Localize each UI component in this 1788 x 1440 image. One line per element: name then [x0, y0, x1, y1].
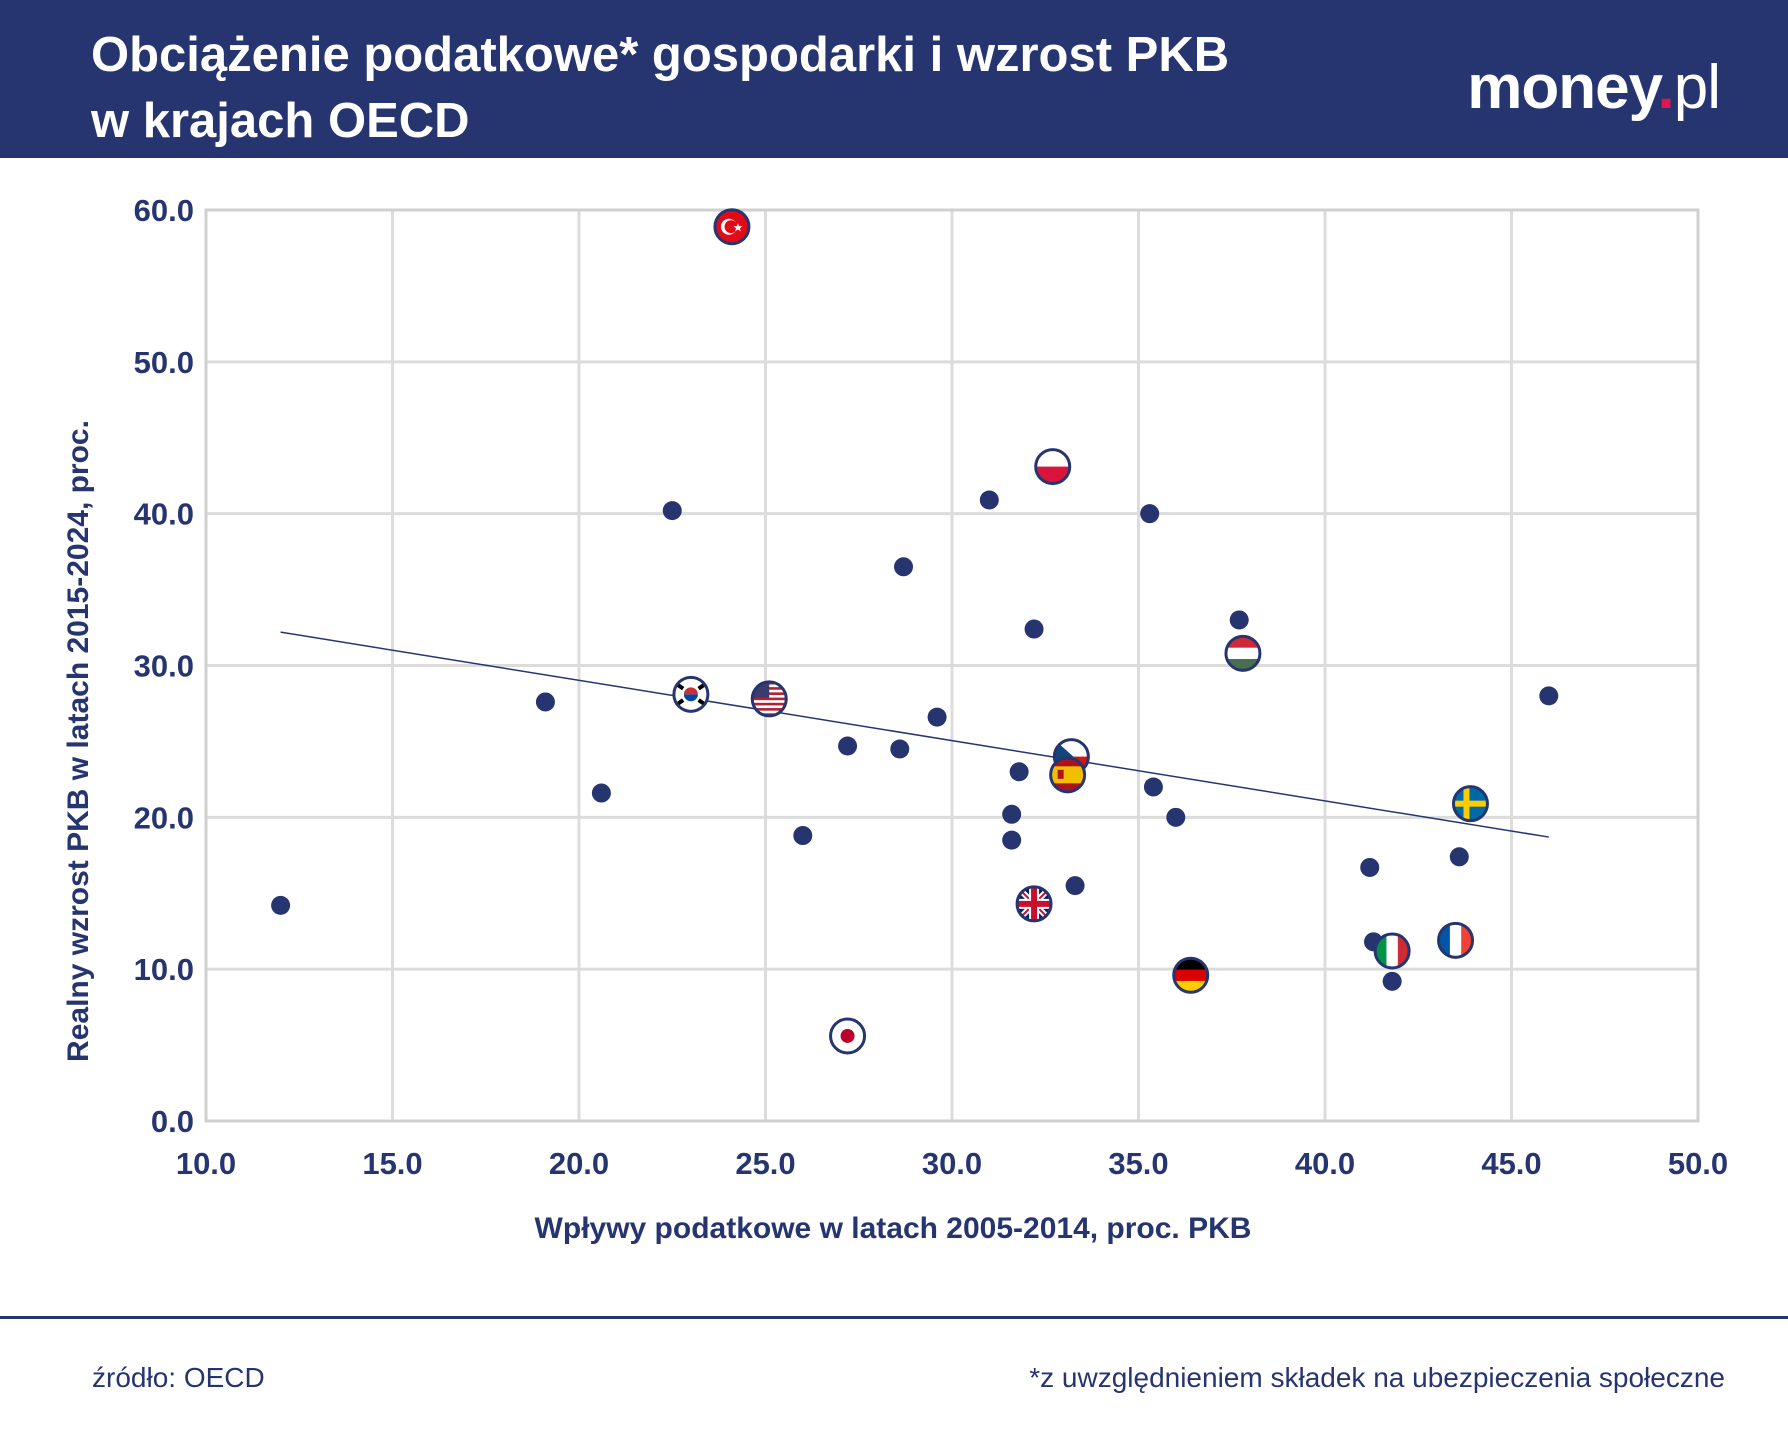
data-points: [271, 490, 1559, 991]
x-tick-label: 30.0: [922, 1146, 982, 1181]
data-point: [1065, 876, 1085, 896]
title-line-1: Obciążenie podatkowe* gospodarki i wzros…: [91, 28, 1230, 82]
x-tick-label: 35.0: [1108, 1146, 1168, 1181]
spain-flag-icon: [1049, 756, 1087, 794]
turkey-flag-icon: [713, 208, 751, 246]
trend-line: [280, 631, 1549, 838]
y-tick-label: 60.0: [134, 193, 194, 228]
x-tick-label: 20.0: [549, 1146, 609, 1181]
data-point: [535, 692, 555, 712]
data-point: [890, 739, 910, 759]
data-point: [927, 707, 947, 727]
logo-tld: pl: [1673, 53, 1721, 122]
data-point: [1140, 504, 1160, 524]
header-banner: Obciążenie podatkowe* gospodarki i wzros…: [0, 0, 1788, 158]
data-point: [1002, 804, 1022, 824]
data-point: [1382, 971, 1402, 991]
x-tick-label: 15.0: [362, 1146, 422, 1181]
italy-flag-icon: [1373, 932, 1411, 970]
south-korea-flag-icon: [672, 675, 710, 713]
data-point: [1002, 830, 1022, 850]
title-line-2: w krajach OECD: [91, 94, 470, 148]
data-point: [1229, 610, 1249, 630]
poland-flag-icon: [1034, 448, 1072, 486]
x-axis-ticks: 10.0 15.0 20.0 25.0 30.0 35.0 40.0 45.0 50.0: [176, 1146, 1728, 1181]
footnote: *z uwzględnieniem składek na ubezpieczen…: [1029, 1362, 1725, 1393]
y-axis-title: Realny wzrost PKB w latach 2015-2024, pr…: [62, 420, 95, 1062]
logo-main: money: [1467, 53, 1658, 122]
data-point: [838, 736, 858, 756]
y-axis-ticks: 0.0 10.0 20.0 30.0 40.0 50.0 60.0: [134, 193, 194, 1139]
data-point: [1539, 686, 1559, 706]
x-tick-label: 25.0: [735, 1146, 795, 1181]
x-tick-label: 10.0: [176, 1146, 236, 1181]
y-tick-label: 50.0: [134, 345, 194, 380]
y-tick-label: 20.0: [134, 800, 194, 835]
usa-flag-icon: [750, 680, 788, 718]
hungary-flag-icon: [1224, 634, 1262, 672]
data-point: [1009, 762, 1029, 782]
source-note: źródło: OECD: [92, 1362, 265, 1393]
x-tick-label: 40.0: [1295, 1146, 1355, 1181]
data-point: [894, 557, 914, 577]
data-point: [979, 490, 999, 510]
logo-dot: .: [1657, 53, 1675, 122]
flag-points: [672, 208, 1489, 1055]
data-point: [1143, 777, 1163, 797]
chart-grid: [204, 208, 1700, 1123]
data-point: [1024, 619, 1044, 639]
data-point: [1360, 857, 1380, 877]
data-point: [793, 826, 813, 846]
sweden-flag-icon: [1451, 785, 1489, 823]
data-point: [662, 501, 682, 521]
germany-flag-icon: [1172, 956, 1210, 994]
data-point: [591, 783, 611, 803]
scatter-chart: 0.0 10.0 20.0 30.0 40.0 50.0 60.0 10.0 15.0 20.0…: [62, 193, 1728, 1245]
uk-flag-icon: [1015, 885, 1053, 923]
data-point: [1166, 807, 1186, 827]
footer-divider: [0, 1316, 1788, 1319]
brand-logo: money.pl: [1420, 52, 1721, 123]
y-tick-label: 0.0: [151, 1104, 194, 1139]
y-tick-label: 30.0: [134, 649, 194, 684]
x-tick-label: 45.0: [1481, 1146, 1541, 1181]
x-axis-title: Wpływy podatkowe w latach 2005-2014, pro…: [535, 1212, 1252, 1245]
data-point: [271, 895, 291, 915]
plot-frame: [204, 208, 1700, 1123]
page-title: Obciążenie podatkowe* gospodarki i wzros…: [91, 22, 1391, 154]
y-tick-label: 40.0: [134, 497, 194, 532]
france-flag-icon: [1437, 921, 1475, 959]
y-tick-label: 10.0: [134, 952, 194, 987]
data-point: [1449, 847, 1469, 867]
japan-flag-icon: [829, 1017, 867, 1055]
x-tick-label: 50.0: [1668, 1146, 1728, 1181]
